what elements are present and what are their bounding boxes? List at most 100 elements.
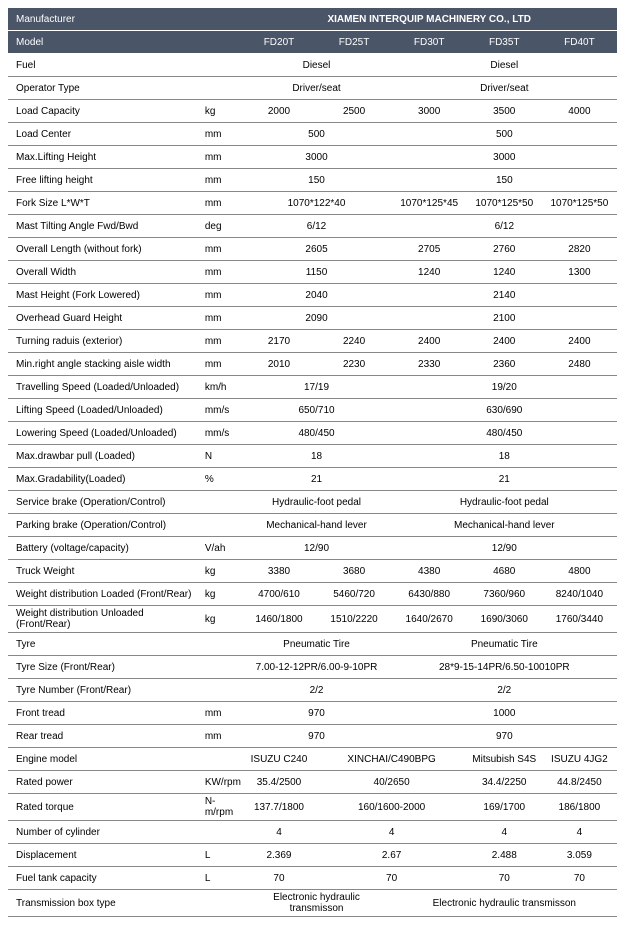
spec-value: 2170 bbox=[241, 330, 316, 353]
spec-label: Transmission box type bbox=[8, 890, 201, 917]
spec-value: 137.7/1800 bbox=[241, 794, 316, 821]
spec-row: Load Centermm500500 bbox=[8, 123, 617, 146]
spec-value: 1760/3440 bbox=[542, 606, 617, 633]
spec-value: 3380 bbox=[241, 560, 316, 583]
spec-value: XINCHAI/C490BPG bbox=[317, 748, 467, 771]
spec-label: Turning raduis (exterior) bbox=[8, 330, 201, 353]
spec-label: Weight distribution Loaded (Front/Rear) bbox=[8, 583, 201, 606]
spec-row: Front treadmm9701000 bbox=[8, 702, 617, 725]
spec-unit: V/ah bbox=[201, 537, 242, 560]
spec-row: Weight distribution Loaded (Front/Rear)k… bbox=[8, 583, 617, 606]
spec-value: 2/2 bbox=[392, 679, 617, 702]
spec-value: Hydraulic-foot pedal bbox=[392, 491, 617, 514]
spec-value: 169/1700 bbox=[467, 794, 542, 821]
spec-unit bbox=[201, 656, 242, 679]
spec-value: 4380 bbox=[392, 560, 467, 583]
spec-value: 2400 bbox=[467, 330, 542, 353]
spec-value: Driver/seat bbox=[392, 77, 617, 100]
spec-label: Engine model bbox=[8, 748, 201, 771]
spec-unit: kg bbox=[201, 583, 242, 606]
spec-label: Tyre Number (Front/Rear) bbox=[8, 679, 201, 702]
spec-value: 186/1800 bbox=[542, 794, 617, 821]
spec-unit: mm/s bbox=[201, 399, 242, 422]
spec-value: 4 bbox=[467, 821, 542, 844]
spec-label: Weight distribution Unloaded (Front/Rear… bbox=[8, 606, 201, 633]
spec-label: Free lifting height bbox=[8, 169, 201, 192]
spec-row: Turning raduis (exterior)mm2170224024002… bbox=[8, 330, 617, 353]
spec-row: Parking brake (Operation/Control)Mechani… bbox=[8, 514, 617, 537]
spec-value: 160/1600-2000 bbox=[317, 794, 467, 821]
spec-value: 1300 bbox=[542, 261, 617, 284]
model-header-3: FD35T bbox=[467, 31, 542, 54]
spec-row: Lifting Speed (Loaded/Unloaded)mm/s650/7… bbox=[8, 399, 617, 422]
spec-value: 40/2650 bbox=[317, 771, 467, 794]
spec-label: Truck Weight bbox=[8, 560, 201, 583]
spec-unit bbox=[201, 821, 242, 844]
spec-value: 2.67 bbox=[317, 844, 467, 867]
spec-value: 2400 bbox=[392, 330, 467, 353]
spec-value: 2705 bbox=[392, 238, 467, 261]
spec-label: Lowering Speed (Loaded/Unloaded) bbox=[8, 422, 201, 445]
model-header-0: FD20T bbox=[241, 31, 316, 54]
spec-label: Number of cylinder bbox=[8, 821, 201, 844]
spec-label: Parking brake (Operation/Control) bbox=[8, 514, 201, 537]
spec-row: Fuel tank capacityL70707070 bbox=[8, 867, 617, 890]
spec-label: Tyre bbox=[8, 633, 201, 656]
spec-value: 500 bbox=[392, 123, 617, 146]
spec-label: Min.right angle stacking aisle width bbox=[8, 353, 201, 376]
spec-value: Driver/seat bbox=[241, 77, 391, 100]
spec-unit: % bbox=[201, 468, 242, 491]
spec-value: Pneumatic Tire bbox=[241, 633, 391, 656]
spec-value: 70 bbox=[317, 867, 467, 890]
spec-unit: L bbox=[201, 844, 242, 867]
spec-value: 5460/720 bbox=[317, 583, 392, 606]
unit-blank bbox=[201, 31, 242, 54]
spec-value: 19/20 bbox=[392, 376, 617, 399]
spec-value: 1460/1800 bbox=[241, 606, 316, 633]
spec-value: 1240 bbox=[467, 261, 542, 284]
spec-label: Rated torque bbox=[8, 794, 201, 821]
manufacturer-value: XIAMEN INTERQUIP MACHINERY CO., LTD bbox=[241, 8, 617, 31]
spec-label: Front tread bbox=[8, 702, 201, 725]
spec-unit: N-m/rpm bbox=[201, 794, 242, 821]
spec-value: Pneumatic Tire bbox=[392, 633, 617, 656]
spec-value: 3500 bbox=[467, 100, 542, 123]
spec-value: 1640/2670 bbox=[392, 606, 467, 633]
spec-value: 8240/1040 bbox=[542, 583, 617, 606]
spec-value: 630/690 bbox=[392, 399, 617, 422]
spec-value: 2010 bbox=[241, 353, 316, 376]
spec-unit: mm bbox=[201, 702, 242, 725]
spec-value: 1690/3060 bbox=[467, 606, 542, 633]
spec-value: 35.4/2500 bbox=[241, 771, 316, 794]
spec-row: Battery (voltage/capacity)V/ah12/9012/90 bbox=[8, 537, 617, 560]
spec-row: Overhead Guard Heightmm20902100 bbox=[8, 307, 617, 330]
model-label: Model bbox=[8, 31, 201, 54]
spec-row: DisplacementL2.3692.672.4883.059 bbox=[8, 844, 617, 867]
spec-value: 970 bbox=[241, 725, 391, 748]
spec-label: Mast Tilting Angle Fwd/Bwd bbox=[8, 215, 201, 238]
spec-unit: mm bbox=[201, 284, 242, 307]
spec-label: Max.Lifting Height bbox=[8, 146, 201, 169]
spec-unit: mm bbox=[201, 123, 242, 146]
spec-value: 3.059 bbox=[542, 844, 617, 867]
spec-row: Number of cylinder4444 bbox=[8, 821, 617, 844]
spec-label: Fuel tank capacity bbox=[8, 867, 201, 890]
spec-row: Mast Tilting Angle Fwd/Bwddeg6/126/12 bbox=[8, 215, 617, 238]
spec-value: 3000 bbox=[392, 146, 617, 169]
spec-table: ManufacturerXIAMEN INTERQUIP MACHINERY C… bbox=[8, 8, 617, 917]
spec-value: 2760 bbox=[467, 238, 542, 261]
spec-label: Lifting Speed (Loaded/Unloaded) bbox=[8, 399, 201, 422]
spec-row: Operator TypeDriver/seatDriver/seat bbox=[8, 77, 617, 100]
spec-row: Rated torqueN-m/rpm137.7/1800160/1600-20… bbox=[8, 794, 617, 821]
spec-value: 7360/960 bbox=[467, 583, 542, 606]
spec-unit: deg bbox=[201, 215, 242, 238]
spec-row: Transmission box typeElectronic hydrauli… bbox=[8, 890, 617, 917]
spec-value: 2360 bbox=[467, 353, 542, 376]
spec-row: Tyre Pneumatic TirePneumatic Tire bbox=[8, 633, 617, 656]
spec-value: 2/2 bbox=[241, 679, 391, 702]
spec-row: Rated powerKW/rpm35.4/250040/265034.4/22… bbox=[8, 771, 617, 794]
spec-value: 1070*125*50 bbox=[542, 192, 617, 215]
spec-value: 17/19 bbox=[241, 376, 391, 399]
spec-value: 150 bbox=[392, 169, 617, 192]
spec-value: 2230 bbox=[317, 353, 392, 376]
